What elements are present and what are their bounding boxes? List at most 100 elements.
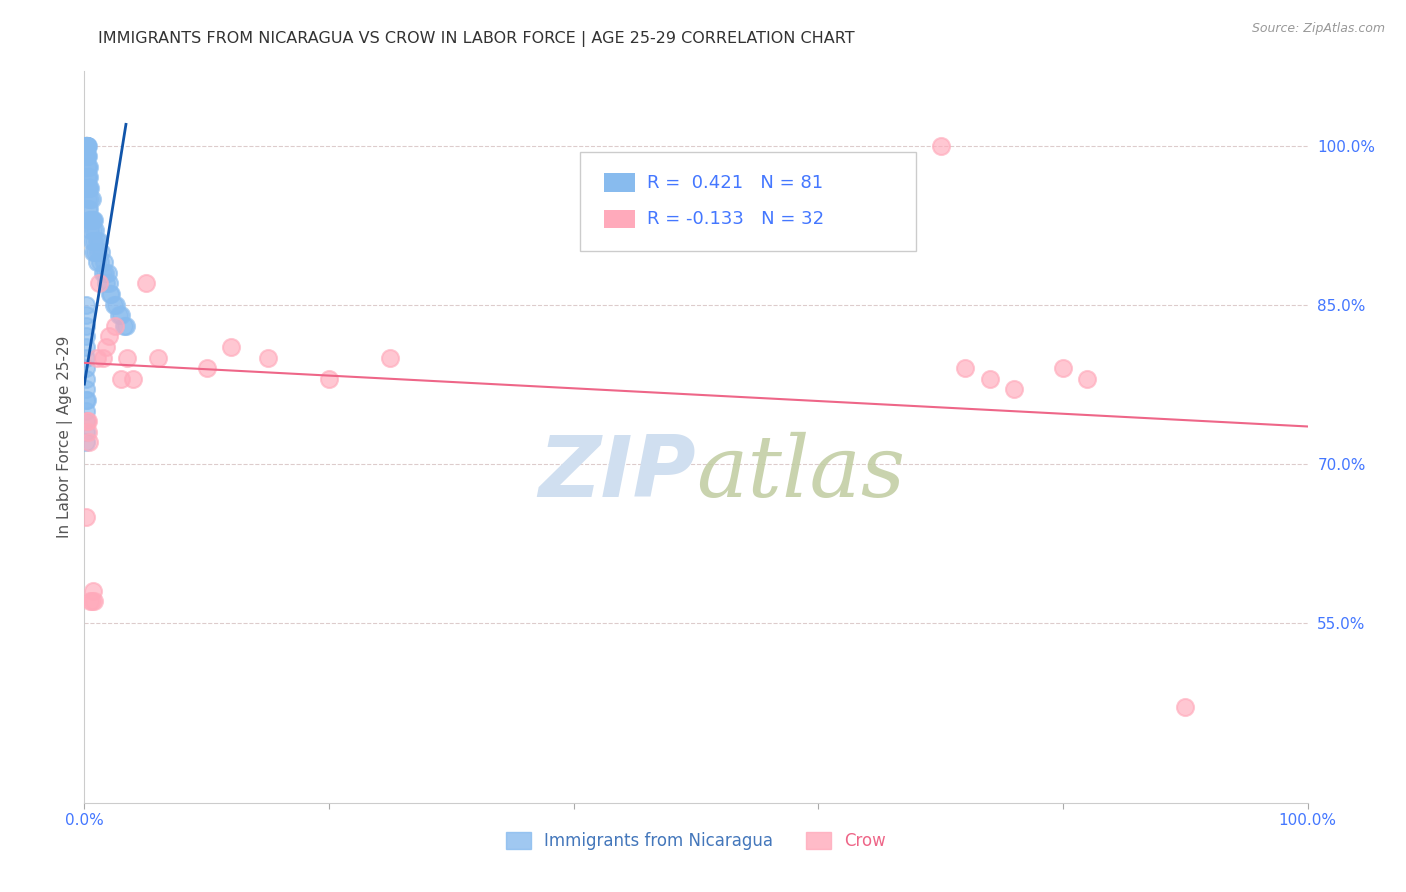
Point	[77, 170, 100, 185]
Point	[97, 277, 120, 291]
FancyBboxPatch shape	[605, 173, 636, 192]
Point	[1076, 372, 1098, 386]
Point	[122, 372, 145, 386]
Point	[82, 583, 104, 598]
Point	[91, 351, 114, 365]
Point	[76, 149, 98, 163]
Point	[76, 138, 98, 153]
Point	[77, 149, 100, 163]
Point	[75, 392, 97, 407]
Point	[79, 192, 101, 206]
Point	[110, 372, 132, 386]
Point	[77, 202, 100, 216]
Point	[93, 255, 115, 269]
Point	[75, 361, 97, 376]
Point	[115, 351, 138, 365]
Point	[76, 138, 98, 153]
Point	[80, 212, 103, 227]
Point	[77, 138, 100, 153]
Point	[257, 351, 280, 365]
FancyBboxPatch shape	[579, 152, 917, 251]
Point	[79, 181, 101, 195]
Point	[1052, 361, 1074, 376]
Point	[80, 234, 103, 248]
Point	[75, 138, 97, 153]
Point	[83, 594, 105, 608]
Point	[77, 425, 100, 439]
Point	[105, 297, 128, 311]
Point	[75, 329, 97, 343]
Point	[953, 361, 976, 376]
Text: ZIP: ZIP	[538, 432, 696, 516]
Point	[979, 372, 1001, 386]
Point	[75, 425, 97, 439]
Point	[75, 138, 97, 153]
Point	[87, 234, 110, 248]
Point	[380, 351, 402, 365]
Point	[75, 403, 97, 417]
Point	[76, 170, 98, 185]
Point	[89, 255, 111, 269]
Legend: Immigrants from Nicaragua, Crow: Immigrants from Nicaragua, Crow	[499, 825, 893, 856]
Point	[318, 372, 340, 386]
Point	[82, 244, 104, 259]
Point	[77, 202, 100, 216]
Point	[90, 244, 112, 259]
Point	[77, 212, 100, 227]
Point	[79, 223, 101, 237]
Point	[83, 234, 105, 248]
Point	[94, 266, 117, 280]
Point	[219, 340, 242, 354]
Point	[77, 192, 100, 206]
Point	[96, 340, 118, 354]
Point	[77, 435, 100, 450]
Point	[115, 318, 138, 333]
Point	[98, 287, 121, 301]
Point	[86, 234, 108, 248]
Point	[84, 244, 107, 259]
Point	[96, 277, 118, 291]
Point	[100, 287, 122, 301]
Point	[77, 181, 100, 195]
Point	[77, 181, 100, 195]
Point	[75, 383, 97, 397]
Point	[75, 435, 97, 450]
Text: Source: ZipAtlas.com: Source: ZipAtlas.com	[1251, 22, 1385, 36]
Point	[104, 318, 127, 333]
Point	[87, 244, 110, 259]
Point	[86, 255, 108, 269]
Point	[195, 361, 218, 376]
Point	[79, 594, 101, 608]
Point	[77, 170, 100, 185]
Point	[82, 223, 104, 237]
Point	[1174, 700, 1197, 714]
Point	[75, 138, 97, 153]
Y-axis label: In Labor Force | Age 25-29: In Labor Force | Age 25-29	[58, 336, 73, 538]
Point	[76, 138, 98, 153]
Point	[135, 277, 157, 291]
Point	[1002, 383, 1025, 397]
Point	[112, 318, 135, 333]
Point	[84, 223, 107, 237]
Point	[75, 308, 97, 322]
Point	[75, 297, 97, 311]
Point	[75, 138, 97, 153]
Point	[76, 149, 98, 163]
Text: R = -0.133   N = 32: R = -0.133 N = 32	[647, 211, 824, 228]
Point	[80, 192, 103, 206]
Point	[76, 160, 98, 174]
Point	[75, 340, 97, 354]
Point	[87, 277, 110, 291]
FancyBboxPatch shape	[605, 210, 636, 228]
Point	[76, 181, 98, 195]
Point	[97, 266, 120, 280]
Point	[76, 392, 98, 407]
Point	[75, 149, 97, 163]
Point	[103, 297, 125, 311]
Point	[82, 212, 104, 227]
Text: IMMIGRANTS FROM NICARAGUA VS CROW IN LABOR FORCE | AGE 25-29 CORRELATION CHART: IMMIGRANTS FROM NICARAGUA VS CROW IN LAB…	[98, 31, 855, 47]
Point	[107, 308, 129, 322]
Point	[75, 138, 97, 153]
Point	[75, 138, 97, 153]
Point	[929, 138, 952, 153]
